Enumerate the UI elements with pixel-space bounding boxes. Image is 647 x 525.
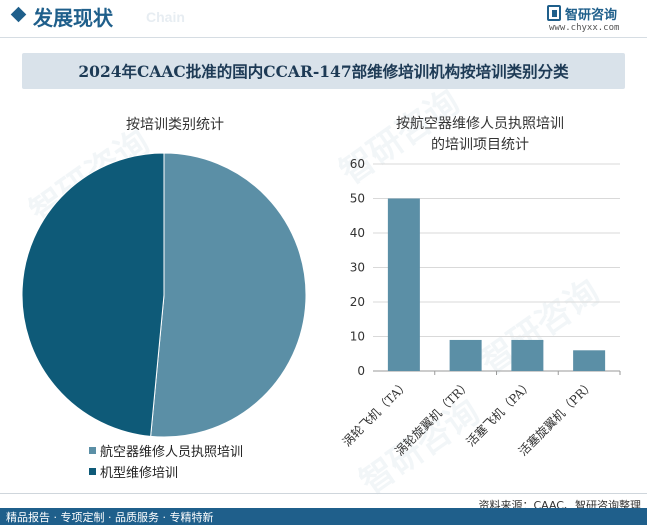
legend-label: 航空器维修人员执照培训 [100,445,244,460]
bar-1 [387,198,420,371]
footer-bar: 精品报告 · 专项定制 · 品质服务 · 专精特新 [0,508,647,525]
y-tick-label: 20 [350,295,365,309]
logo-name: 智研咨询 [565,8,618,23]
bar-4 [573,350,606,371]
brand-logo: 智研咨询 www.chyxx.com [547,4,637,34]
pie-chart [21,152,307,438]
y-tick-label: 40 [350,226,365,240]
logo-url: www.chyxx.com [549,23,620,33]
pie-chart-title: 按培训类别统计 [126,117,224,133]
legend-item: 航空器维修人员执照培训 [89,440,243,461]
y-tick-label: 60 [350,157,365,171]
section-subtitle: Chain [146,9,185,25]
section-header: 发展现状 Chain [0,0,647,34]
legend-swatch [89,468,96,475]
legend-swatch [89,447,96,454]
bar-chart-title-line-1: 按航空器维修人员执照培训 [396,116,564,132]
bar-3 [511,339,544,371]
bar-chart: 0102030405060涡轮飞机（TA）涡轮旋翼机（TR）活塞飞机（PA）活塞… [340,157,621,459]
legend-item: 机型维修培训 [89,461,243,482]
section-title: 发展现状 [33,6,113,30]
bar-chart-title-line-2: 的培训项目统计 [431,137,529,153]
source-divider [0,493,647,494]
page-title: 2024年CAAC批准的国内CCAR-147部维修培训机构按培训类别分类 [22,53,625,89]
footer-text: 精品报告 · 专项定制 · 品质服务 · 专精特新 [6,511,214,524]
pie-slice-1 [150,152,307,438]
logo-mark-icon [547,5,561,21]
bar-chart-title: 按航空器维修人员执照培训 的培训项目统计 [360,114,600,156]
y-tick-label: 50 [350,192,365,206]
y-tick-label: 30 [350,261,365,275]
y-tick-label: 10 [350,330,365,344]
header-divider [0,37,647,38]
bar-2 [449,339,482,371]
pie-legend: 航空器维修人员执照培训 机型维修培训 [89,440,243,482]
legend-label: 机型维修培训 [100,466,179,481]
pie-slice-2 [21,152,165,437]
y-tick-label: 0 [357,364,365,378]
x-tick-label: 活塞飞机（PA） [463,377,536,450]
